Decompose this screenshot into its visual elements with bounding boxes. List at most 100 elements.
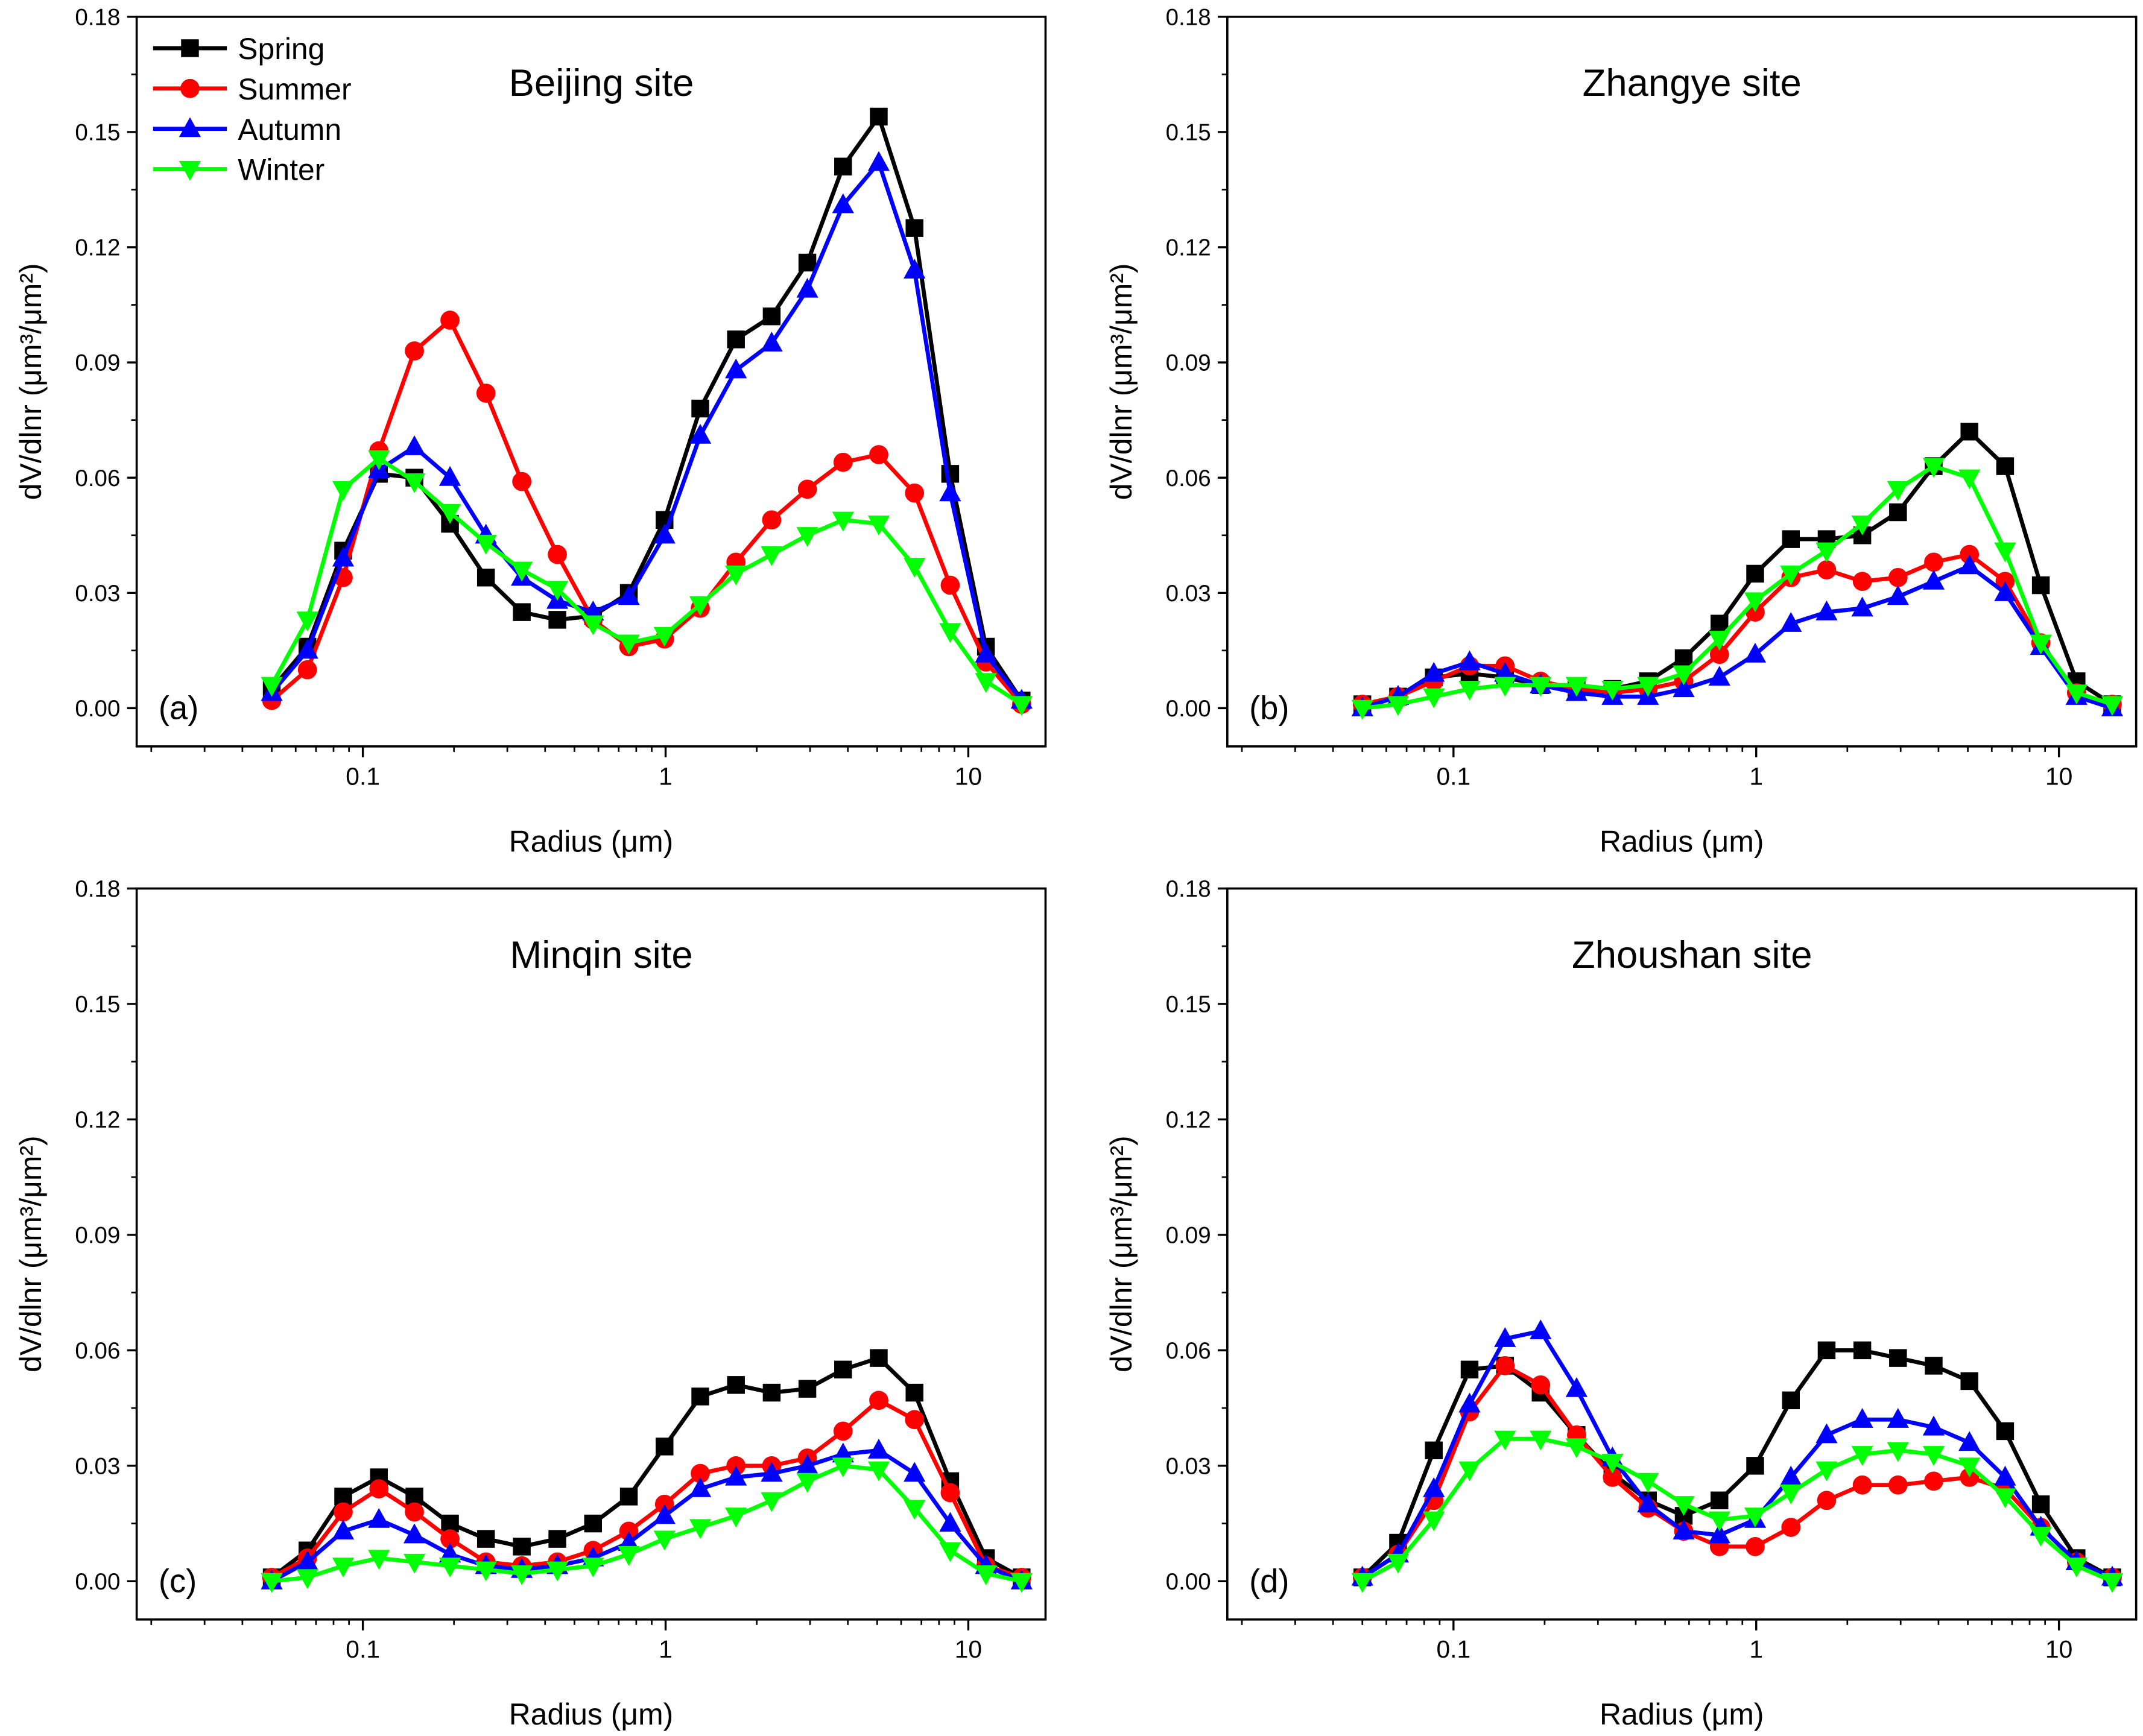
data-point [1996,457,2015,475]
y-tick-label: 0.09 [1166,1223,1211,1249]
x-tick-label: 10 [955,762,982,790]
series-line [1361,563,2113,710]
panel-title: Zhangye site [1583,62,1802,104]
data-point [1010,1573,1033,1593]
data-point [1423,1477,1445,1497]
data-point [653,627,676,647]
data-point [1782,530,1800,548]
data-point [2031,576,2050,595]
series-line [270,317,1024,706]
data-point [1994,581,2016,601]
data-point [1958,554,1981,575]
data-point [332,481,355,501]
data-point [761,1492,783,1512]
data-point [438,1558,461,1578]
data-point [691,1387,709,1406]
data-point [796,527,818,548]
data-point [1815,600,1838,620]
data-point [475,1561,497,1582]
data-point [1494,677,1516,697]
data-point [1637,677,1659,697]
series-spring [262,107,1031,710]
data-point [1924,1471,1943,1491]
data-point [939,1512,961,1532]
data-point [1817,560,1837,579]
y-tick-label: 0.18 [75,876,120,902]
data-point [403,473,426,493]
data-point [1815,1461,1838,1482]
data-point [296,1569,318,1589]
data-point [405,1502,424,1522]
data-point [1994,542,2016,563]
data-point [1601,1453,1624,1474]
data-point [582,615,604,636]
data-point [513,603,531,621]
series-line [270,112,1024,702]
data-point [833,452,853,472]
data-point [334,1502,353,1522]
data-point [1674,649,1693,668]
data-point [1780,1484,1802,1504]
series-line [270,456,1023,706]
data-point [1817,1341,1836,1360]
y-tick-label: 0.09 [75,350,120,376]
y-tick-label: 0.00 [1166,1569,1211,1595]
data-point [511,561,533,582]
x-tick-label: 1 [1749,1635,1763,1663]
x-tick-label: 10 [2045,762,2072,790]
data-point [1994,1488,2016,1509]
data-point [1565,1438,1588,1459]
data-point [796,277,818,298]
panel-label: (d) [1249,1562,1289,1599]
data-point [905,219,923,237]
data-point [832,511,854,532]
data-point [1996,1422,2015,1441]
data-point [1958,1457,1981,1478]
data-point [1958,469,1981,490]
data-point [2065,1558,2088,1578]
x-axis-label: Radius (μm) [1600,824,1764,858]
y-tick-label: 0.00 [75,696,120,722]
data-point [1851,596,1873,617]
data-point [1494,1430,1516,1451]
data-point [1673,677,1695,698]
legend-marker [181,39,199,57]
y-tick-label: 0.12 [75,1107,120,1133]
x-tick-label: 0.1 [346,762,380,790]
x-tick-label: 0.1 [346,1635,380,1663]
x-tick-label: 0.1 [1436,762,1470,790]
data-point [832,193,854,213]
data-point [1709,645,1729,664]
data-point [689,423,712,444]
data-point [1530,1319,1552,1340]
panel-c: 0.00 0.03 0.06 0.09 0.12 0.15 0.18 0.1 1 10 Radius… [14,876,1047,1731]
data-point [725,358,747,379]
data-point [512,472,531,491]
data-point [1494,661,1516,682]
data-point [582,600,604,620]
y-tick-label: 0.00 [75,1569,120,1595]
data-point [1494,1327,1516,1347]
data-point [1565,1377,1588,1397]
data-point [653,523,676,544]
data-point [438,1542,461,1563]
x-tick-label: 10 [955,1635,982,1663]
series-summer [262,311,1031,714]
y-tick-label: 0.03 [1166,581,1211,607]
data-point [369,1479,389,1499]
data-point [438,466,461,486]
y-tick-label: 0.12 [75,235,120,261]
data-point [833,1421,853,1441]
series-line [270,1356,1023,1579]
x-axis-label: Radius (μm) [509,1697,673,1731]
series-winter [261,1457,1033,1593]
data-point [1744,1507,1767,1528]
data-point [1673,1496,1695,1516]
data-point [332,546,355,567]
data-point [725,1465,747,1486]
y-tick-label: 0.03 [1166,1453,1211,1479]
data-point [296,639,318,659]
data-point [582,1558,604,1578]
data-point [834,1360,852,1379]
data-point [2030,634,2052,655]
